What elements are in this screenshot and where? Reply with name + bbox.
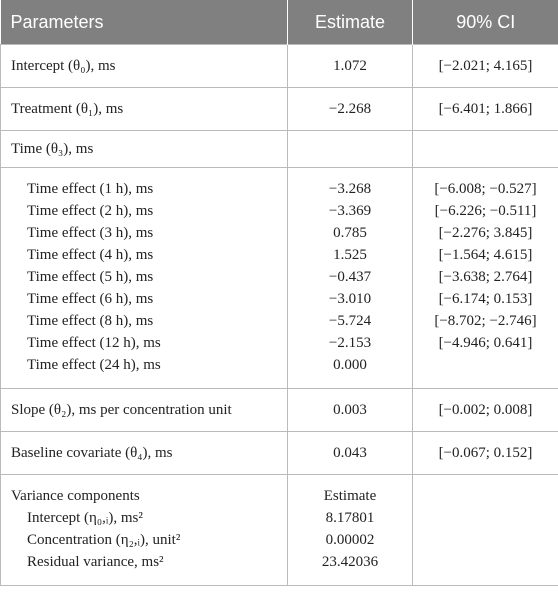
estimate-cell: −5.724 — [287, 310, 413, 332]
table-row: Time effect (8 h), ms −5.724 [−8.702; −2.7… — [0, 310, 558, 332]
estimate-cell: 0.785 — [287, 222, 413, 244]
ci-cell: [−6.174; 0.153] — [412, 288, 558, 310]
table-row: Time effect (12 h), ms −2.153 [−4.946; 0.6… — [0, 332, 558, 354]
estimate-cell: Estimate — [287, 474, 413, 507]
parameter-cell: Time effect (2 h), ms — [0, 200, 288, 222]
estimate-cell: 8.17801 — [287, 507, 413, 529]
ci-cell: [−0.002; 0.008] — [412, 388, 558, 432]
table-row: Baseline covariate (θ₄), ms 0.043 [−0.067;… — [0, 431, 558, 475]
parameter-cell: Time effect (4 h), ms — [0, 244, 288, 266]
ci-cell — [412, 130, 558, 168]
estimate-cell: −2.268 — [287, 87, 413, 131]
header-cell: 90% CI — [412, 0, 558, 45]
estimate-cell: 0.000 — [287, 354, 413, 389]
table-row: Time effect (5 h), ms −0.437 [−3.638; 2.76… — [0, 266, 558, 288]
ci-cell — [412, 474, 558, 507]
table-row: Time effect (24 h), ms 0.000 — [0, 354, 558, 389]
estimate-cell: 0.043 — [287, 431, 413, 475]
estimate-cell: −0.437 — [287, 266, 413, 288]
parameter-cell: Baseline covariate (θ₄), ms — [0, 431, 288, 475]
parameter-cell: Time effect (12 h), ms — [0, 332, 288, 354]
ci-cell — [412, 507, 558, 529]
estimate-cell: 0.003 — [287, 388, 413, 432]
estimate-cell: −3.369 — [287, 200, 413, 222]
ci-cell: [−6.226; −0.511] — [412, 200, 558, 222]
table-row: Time effect (6 h), ms −3.010 [−6.174; 0.15… — [0, 288, 558, 310]
header-cell: Estimate — [287, 0, 413, 45]
parameter-cell: Intercept (θ₀), ms — [0, 44, 288, 88]
header-cell: Parameters — [0, 0, 288, 45]
table-row: Time effect (1 h), ms −3.268 [−6.008; −0.5… — [0, 167, 558, 200]
table-row: Variance components Estimate — [0, 474, 558, 507]
header-row: Parameters Estimate 90% CI — [0, 0, 558, 45]
ci-cell — [412, 354, 558, 389]
parameter-cell: Time effect (8 h), ms — [0, 310, 288, 332]
ci-cell — [412, 551, 558, 586]
ci-cell — [412, 529, 558, 551]
parameter-cell: Time effect (24 h), ms — [0, 354, 288, 389]
table-row: Slope (θ₂), ms per concentration unit 0.0… — [0, 388, 558, 432]
parameter-cell: Slope (θ₂), ms per concentration unit — [0, 388, 288, 432]
table-body: Intercept (θ₀), ms 1.072 [−2.021; 4.165] Tr… — [0, 44, 558, 586]
table-row: Time effect (2 h), ms −3.369 [−6.226; −0.5… — [0, 200, 558, 222]
parameter-cell: Variance components — [0, 474, 288, 507]
table-row: Treatment (θ₁), ms −2.268 [−6.401; 1.866] — [0, 87, 558, 131]
parameter-cell: Time effect (5 h), ms — [0, 266, 288, 288]
estimate-cell: 1.525 — [287, 244, 413, 266]
table-row: Time effect (3 h), ms 0.785 [−2.276; 3.845… — [0, 222, 558, 244]
ci-cell: [−1.564; 4.615] — [412, 244, 558, 266]
parameter-cell: Intercept (η₀,ᵢ), ms² — [0, 507, 288, 529]
estimate-cell: 0.00002 — [287, 529, 413, 551]
parameter-cell: Treatment (θ₁), ms — [0, 87, 288, 131]
parameter-cell: Time (θ₃), ms — [0, 130, 288, 168]
estimate-cell: −3.268 — [287, 167, 413, 200]
estimate-cell — [287, 130, 413, 168]
table-row: Residual variance, ms² 23.42036 — [0, 551, 558, 586]
table-row: Concentration (η₂,ᵢ), unit² 0.00002 — [0, 529, 558, 551]
estimate-cell: 1.072 — [287, 44, 413, 88]
ci-cell: [−8.702; −2.746] — [412, 310, 558, 332]
parameter-cell: Concentration (η₂,ᵢ), unit² — [0, 529, 288, 551]
ci-cell: [−3.638; 2.764] — [412, 266, 558, 288]
parameter-cell: Time effect (3 h), ms — [0, 222, 288, 244]
parameter-cell: Time effect (1 h), ms — [0, 167, 288, 200]
ci-cell: [−6.008; −0.527] — [412, 167, 558, 200]
parameter-cell: Residual variance, ms² — [0, 551, 288, 586]
estimate-cell: −3.010 — [287, 288, 413, 310]
table-row: Intercept (η₀,ᵢ), ms² 8.17801 — [0, 507, 558, 529]
table-row: Intercept (θ₀), ms 1.072 [−2.021; 4.165] — [0, 44, 558, 88]
estimate-cell: −2.153 — [287, 332, 413, 354]
ci-cell: [−0.067; 0.152] — [412, 431, 558, 475]
parameter-cell: Time effect (6 h), ms — [0, 288, 288, 310]
ci-cell: [−2.276; 3.845] — [412, 222, 558, 244]
table-row: Time (θ₃), ms — [0, 130, 558, 168]
ci-cell: [−2.021; 4.165] — [412, 44, 558, 88]
estimate-cell: 23.42036 — [287, 551, 413, 586]
table-row: Time effect (4 h), ms 1.525 [−1.564; 4.615… — [0, 244, 558, 266]
ci-cell: [−4.946; 0.641] — [412, 332, 558, 354]
ci-cell: [−6.401; 1.866] — [412, 87, 558, 131]
